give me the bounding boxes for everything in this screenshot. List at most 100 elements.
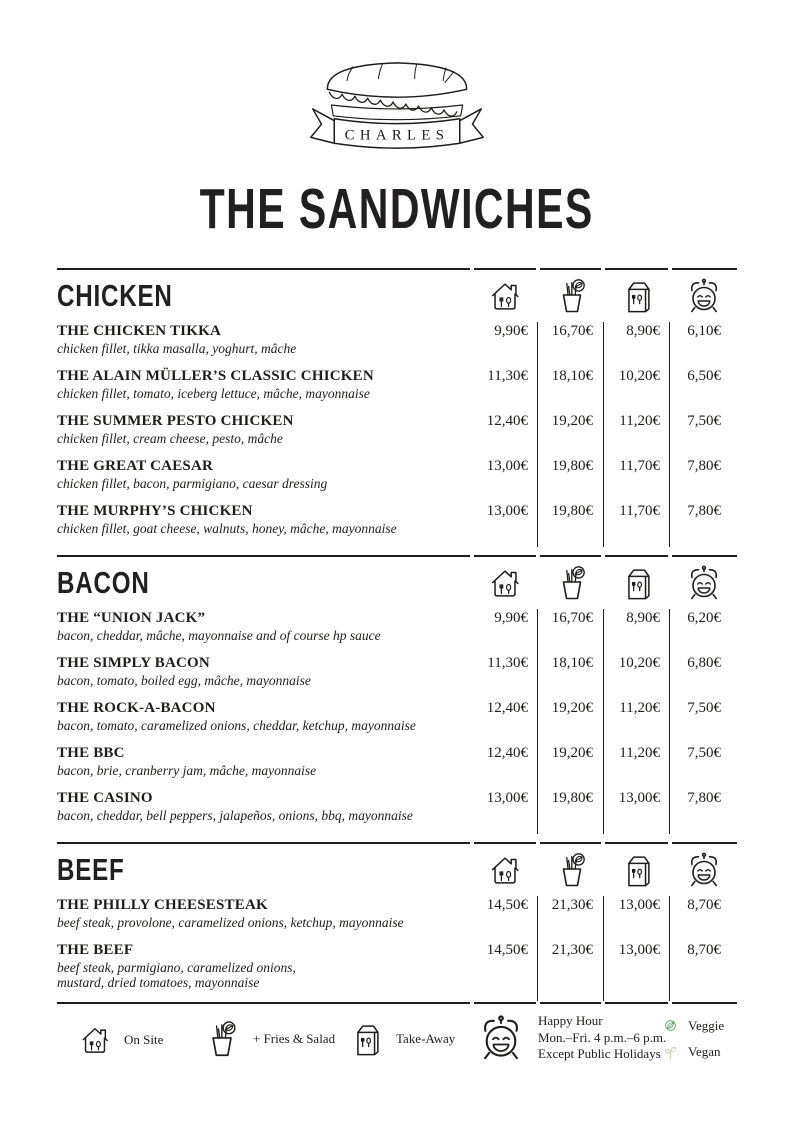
menu-item-row: THE BBC bacon, brie, cranberry jam, mâch… — [57, 744, 737, 778]
item-price-take-away: 11,20€ — [619, 745, 660, 761]
item-price-on-site: 11,30€ — [487, 655, 528, 671]
item-price-happy-hour: 6,10€ — [687, 323, 721, 339]
section-items: THE CHICKEN TIKKA chicken fillet, tikka … — [57, 322, 737, 536]
item-price-happy-hour: 6,80€ — [687, 655, 721, 671]
item-price-happy-hour: 8,70€ — [687, 897, 721, 913]
item-name: THE SUMMER PESTO CHICKEN — [57, 413, 294, 429]
item-price-fries-salad: 18,10€ — [551, 368, 593, 384]
menu-section: CHICKEN THE CHICKEN TIKKA chicken fillet… — [57, 268, 737, 555]
menu: CHICKEN THE CHICKEN TIKKA chicken fillet… — [57, 268, 737, 1009]
happy-hour-column-header — [670, 850, 737, 890]
item-description: bacon, brie, cranberry jam, mâche, mayon… — [57, 763, 317, 778]
item-price-fries-salad: 19,80€ — [551, 790, 593, 806]
item-price-on-site: 11,30€ — [487, 368, 528, 384]
legend-vegan: Vegan — [661, 1042, 721, 1061]
legend-diet: Veggie Vegan — [661, 1016, 724, 1061]
menu-item-row: THE GREAT CAESAR chicken fillet, bacon, … — [57, 457, 737, 491]
item-price-take-away: 11,70€ — [619, 503, 660, 519]
menu-item-row: THE PHILLY CHEESESTEAK beef steak, provo… — [57, 896, 737, 930]
happy-hour-line: Mon.–Fri. 4 p.m.–6 p.m. — [538, 1029, 667, 1045]
item-price-take-away: 11,70€ — [619, 458, 660, 474]
item-name: THE PHILLY CHEESESTEAK — [57, 897, 268, 913]
on-site-column-header — [472, 564, 538, 602]
happy-hour-line: Happy Hour — [538, 1013, 603, 1029]
section-header: CHICKEN — [57, 270, 737, 322]
item-price-take-away: 8,90€ — [626, 610, 660, 626]
menu-item-row: THE BEEF beef steak, parmigiano, caramel… — [57, 941, 737, 990]
item-description: chicken fillet, cream cheese, pesto, mâc… — [57, 431, 283, 446]
menu-item-row: THE SUMMER PESTO CHICKEN chicken fillet,… — [57, 412, 737, 446]
item-price-on-site: 9,90€ — [494, 323, 528, 339]
item-name: THE GREAT CAESAR — [57, 458, 214, 474]
item-price-fries-salad: 19,80€ — [551, 503, 593, 519]
take-away-bag-icon — [618, 277, 656, 315]
section-header: BACON — [57, 557, 737, 609]
item-price-on-site: 13,00€ — [486, 458, 528, 474]
sandwich-logo-illustration: CHARLES — [309, 62, 484, 149]
fries-salad-column-header — [538, 276, 603, 316]
menu-section: BACON THE “UNION JACK” bacon, cheddar, m… — [57, 555, 737, 842]
column-divider — [537, 322, 538, 547]
item-description: bacon, tomato, boiled egg, mâche, mayonn… — [57, 673, 311, 688]
item-price-take-away: 10,20€ — [618, 655, 660, 671]
menu-item-row: THE CASINO bacon, cheddar, bell peppers,… — [57, 789, 737, 823]
column-divider — [603, 322, 604, 547]
item-description: bacon, tomato, caramelized onions, chedd… — [57, 718, 416, 733]
take-away-column-header — [603, 277, 670, 315]
item-name: THE “UNION JACK” — [57, 610, 206, 626]
fries-salad-column-header — [538, 563, 603, 603]
item-price-happy-hour: 8,70€ — [687, 942, 721, 958]
column-divider — [669, 609, 670, 834]
legend-on-site-label: On Site — [124, 1032, 164, 1047]
happy-hour-clock-icon — [684, 276, 724, 316]
column-divider — [669, 896, 670, 1001]
legend: On Site + Fries & Salad Take-Away Happy … — [57, 1002, 737, 1092]
item-name: THE ROCK-A-BACON — [57, 700, 216, 716]
column-divider — [603, 896, 604, 1001]
item-price-happy-hour: 6,20€ — [687, 610, 721, 626]
take-away-bag-icon — [618, 851, 656, 889]
item-description: chicken fillet, tomato, iceberg lettuce,… — [57, 386, 370, 401]
legend-happy-hour: Happy Hour Mon.–Fri. 4 p.m.–6 p.m. Excep… — [475, 1012, 666, 1064]
legend-top-rule — [57, 1002, 737, 1004]
happy-hour-line: Except Public Holidays — [538, 1046, 661, 1062]
menu-section: BEEF THE PHILLY CHEESESTEAK beef steak, … — [57, 842, 737, 1009]
on-site-column-header — [472, 277, 538, 315]
happy-hour-column-header — [670, 563, 737, 603]
legend-take-away: Take-Away — [347, 1020, 455, 1058]
fries-salad-icon — [551, 563, 591, 603]
item-description: chicken fillet, bacon, parmigiano, caesa… — [57, 476, 328, 491]
item-price-take-away: 11,20€ — [619, 413, 660, 429]
section-title: BEEF — [57, 852, 125, 887]
legend-fries-salad-label: + Fries & Salad — [253, 1031, 336, 1046]
item-price-happy-hour: 7,50€ — [687, 700, 721, 716]
fries-salad-column-header — [538, 850, 603, 890]
item-price-fries-salad: 16,70€ — [551, 323, 593, 339]
on-site-house-icon — [486, 564, 524, 602]
item-price-happy-hour: 7,50€ — [687, 745, 721, 761]
section-title: BACON — [57, 565, 150, 600]
item-price-on-site: 12,40€ — [486, 413, 528, 429]
section-top-rule — [57, 842, 737, 844]
happy-hour-clock-icon — [684, 850, 724, 890]
item-price-happy-hour: 6,50€ — [687, 368, 721, 384]
legend-take-away-label: Take-Away — [396, 1031, 456, 1046]
item-description: bacon, cheddar, bell peppers, jalapeños,… — [57, 808, 413, 823]
section-title: CHICKEN — [57, 278, 173, 313]
legend-veggie-label: Veggie — [688, 1017, 725, 1033]
item-price-take-away: 8,90€ — [626, 323, 660, 339]
fries-salad-icon — [200, 1018, 242, 1060]
menu-item-row: THE ALAIN MÜLLER’S CLASSIC CHICKEN chick… — [57, 367, 737, 401]
item-price-happy-hour: 7,50€ — [687, 413, 721, 429]
section-items: THE “UNION JACK” bacon, cheddar, mâche, … — [57, 609, 737, 823]
on-site-house-icon — [77, 1022, 113, 1058]
item-description: chicken fillet, goat cheese, walnuts, ho… — [57, 521, 397, 536]
legend-vegan-label: Vegan — [688, 1043, 721, 1059]
item-name: THE SIMPLY BACON — [57, 655, 210, 671]
on-site-house-icon — [486, 277, 524, 315]
column-divider — [537, 609, 538, 834]
take-away-column-header — [603, 564, 670, 602]
item-price-take-away: 13,00€ — [618, 897, 660, 913]
page-title: THE SANDWICHES — [199, 177, 594, 241]
